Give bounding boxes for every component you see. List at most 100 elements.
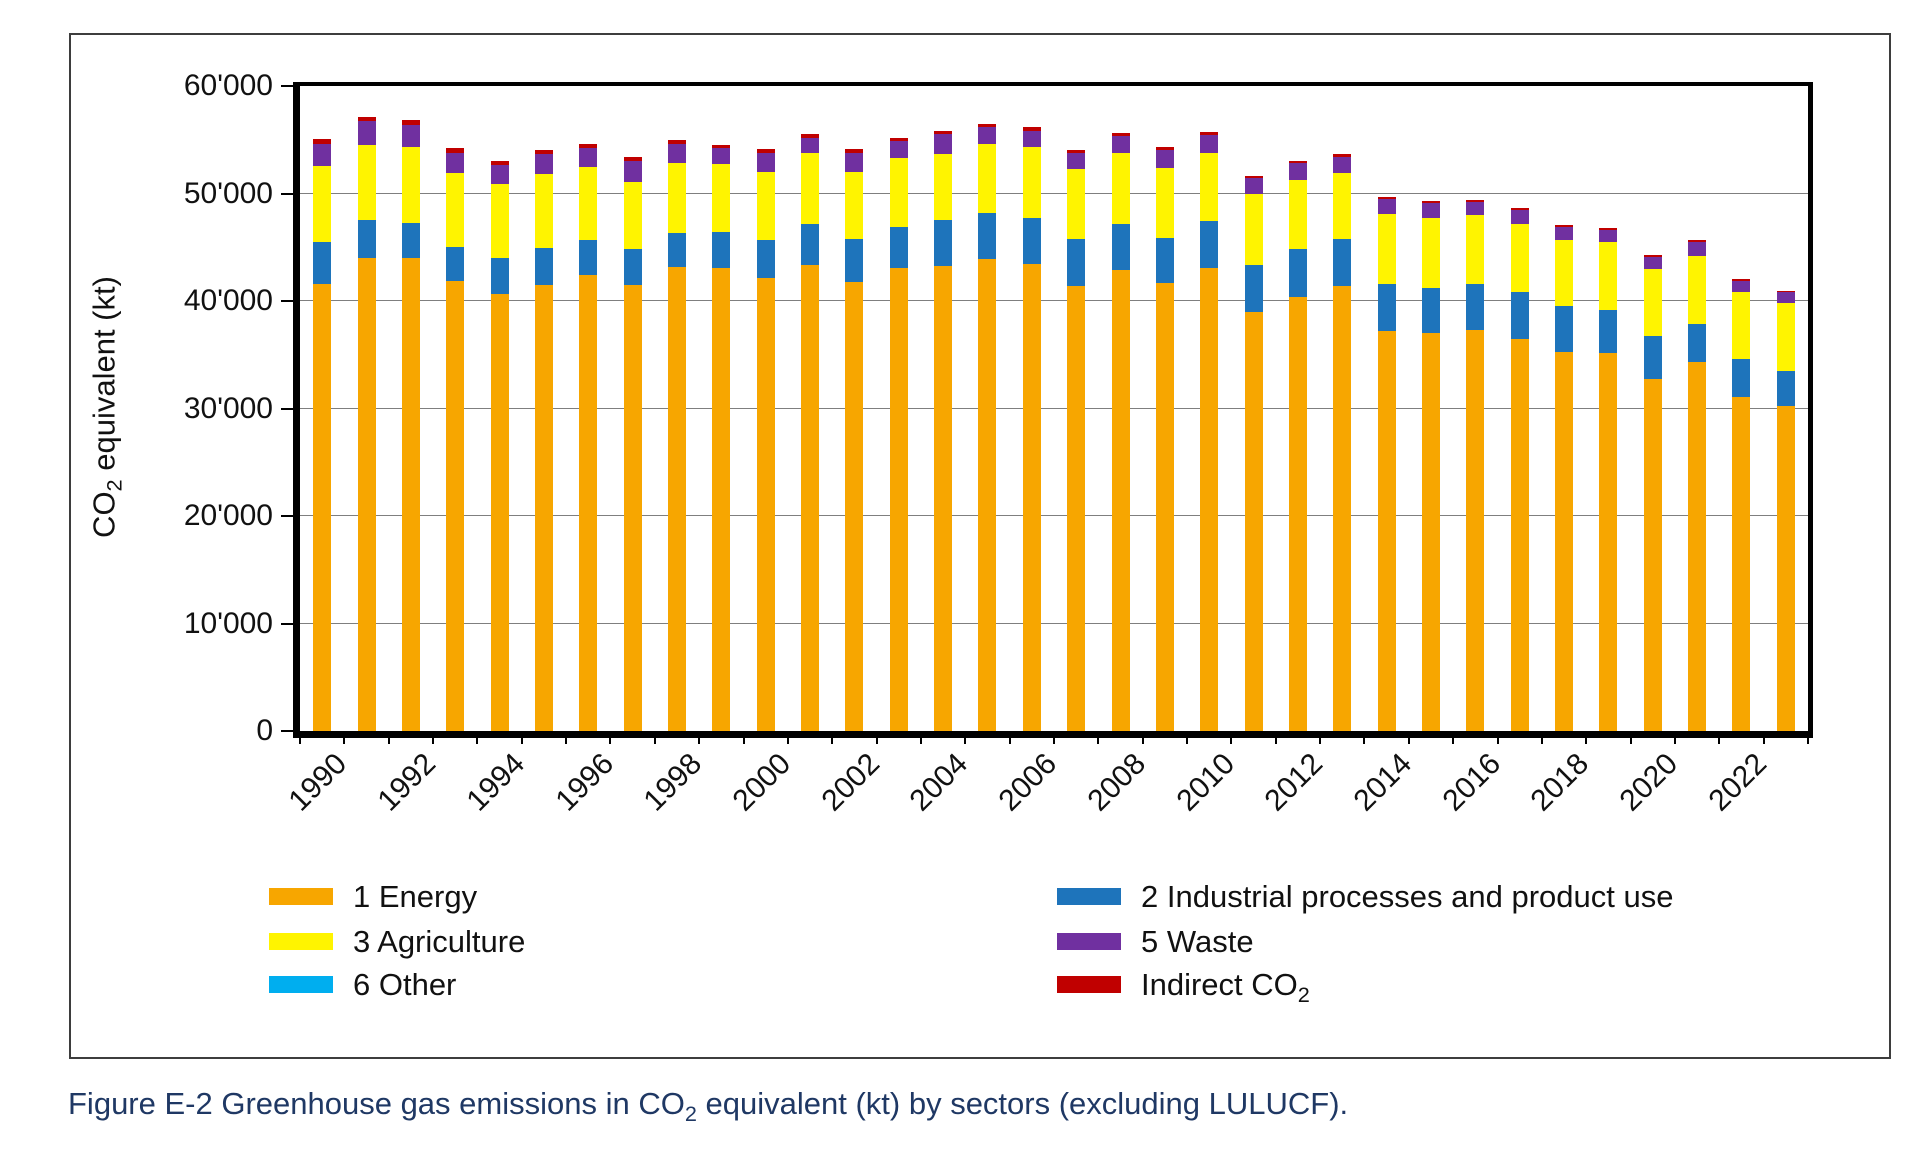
bar-segment-energy-2002 xyxy=(845,281,864,731)
bar-segment-energy-2008 xyxy=(1111,270,1130,731)
x-axis-label-1998: 1998 xyxy=(637,747,709,818)
bar-segment-industrial-processes-2019 xyxy=(1599,309,1618,353)
bar-1997 xyxy=(623,156,642,731)
bar-segment-agriculture-2017 xyxy=(1510,223,1529,293)
bar-segment-energy-2014 xyxy=(1377,331,1396,731)
x-axis-tick-11 xyxy=(786,734,789,744)
bar-segment-waste-2006 xyxy=(1022,130,1041,148)
bar-segment-waste-2019 xyxy=(1599,230,1618,242)
bar-segment-energy-1998 xyxy=(668,266,686,731)
legend-label-5-waste: 5 Waste xyxy=(1141,924,1254,959)
bar-segment-indirect-co2-2000 xyxy=(756,149,775,154)
bar-segment-agriculture-2023 xyxy=(1776,303,1795,371)
bar-segment-indirect-co2-2018 xyxy=(1555,224,1574,227)
bar-segment-agriculture-2013 xyxy=(1333,173,1352,240)
bar-segment-indirect-co2-2023 xyxy=(1776,290,1795,293)
bar-segment-waste-2023 xyxy=(1776,292,1795,304)
bar-segment-waste-2020 xyxy=(1643,256,1662,269)
y-axis-tick-label-20000: 20'000 xyxy=(183,499,273,532)
bar-segment-waste-2021 xyxy=(1688,241,1707,256)
bar-2022 xyxy=(1732,278,1751,731)
x-axis-tick-26 xyxy=(1452,734,1455,744)
legend-swatch-6-other xyxy=(269,976,333,993)
x-axis-label-1990: 1990 xyxy=(282,747,354,818)
bar-segment-indirect-co2-2015 xyxy=(1422,201,1440,204)
y-axis-tick-label-60000: 60'000 xyxy=(183,69,273,102)
bar-segment-industrial-processes-2006 xyxy=(1022,218,1041,264)
x-axis-label-2006: 2006 xyxy=(992,747,1064,818)
bar-segment-waste-2007 xyxy=(1067,153,1086,169)
bar-segment-waste-2015 xyxy=(1422,203,1440,218)
bar-2007 xyxy=(1067,149,1086,731)
legend-label-3-agriculture: 3 Agriculture xyxy=(353,924,526,959)
bar-segment-energy-2013 xyxy=(1333,285,1352,731)
x-axis-label-2002: 2002 xyxy=(815,747,886,818)
bar-segment-energy-1997 xyxy=(623,284,642,731)
bar-segment-waste-2003 xyxy=(889,141,908,158)
bar-segment-indirect-co2-2002 xyxy=(845,149,864,154)
bar-segment-waste-2001 xyxy=(801,137,820,153)
bar-segment-energy-2009 xyxy=(1155,283,1174,731)
bar-segment-agriculture-1995 xyxy=(534,174,553,249)
x-axis-tick-21 xyxy=(1230,734,1233,744)
bar-2018 xyxy=(1555,224,1574,731)
x-axis-tick-9 xyxy=(698,734,701,744)
bar-segment-energy-2011 xyxy=(1244,311,1263,731)
bar-segment-energy-2012 xyxy=(1288,296,1307,731)
bar-2016 xyxy=(1466,199,1485,731)
x-axis-tick-6 xyxy=(565,734,568,744)
chart-figure-box: CO2 equivalent (kt) 60'000 50'000 40'000 30… xyxy=(69,33,1891,1059)
x-axis-tick-32 xyxy=(1718,734,1721,744)
x-axis-tick-12 xyxy=(831,734,834,744)
legend-label-6-other: 6 Other xyxy=(353,967,457,1002)
bar-2015 xyxy=(1422,201,1440,731)
bar-segment-energy-2001 xyxy=(801,265,820,731)
y-axis-tick-20000 xyxy=(281,515,293,517)
y-axis-tick-40000 xyxy=(281,300,293,302)
bar-2020 xyxy=(1643,255,1662,731)
bar-segment-indirect-co2-2005 xyxy=(978,124,997,128)
gridline-50000 xyxy=(300,192,1808,194)
x-axis-tick-34 xyxy=(1807,734,1809,744)
x-axis-tick-23 xyxy=(1319,734,1322,744)
x-axis-tick-17 xyxy=(1053,734,1055,744)
bar-segment-industrial-processes-1995 xyxy=(534,248,553,285)
bar-segment-industrial-processes-1996 xyxy=(579,239,598,276)
x-axis-label-2022: 2022 xyxy=(1702,747,1773,818)
bar-segment-agriculture-1997 xyxy=(623,181,642,250)
bar-segment-energy-1992 xyxy=(401,258,420,731)
bar-segment-industrial-processes-2014 xyxy=(1377,283,1396,332)
bar-2005 xyxy=(978,124,997,731)
bar-segment-industrial-processes-2023 xyxy=(1776,370,1795,407)
bar-segment-energy-2017 xyxy=(1510,338,1529,731)
bar-segment-agriculture-2006 xyxy=(1022,147,1041,219)
x-axis-label-2012: 2012 xyxy=(1258,747,1330,818)
bar-segment-industrial-processes-2004 xyxy=(934,219,953,266)
bar-segment-waste-1994 xyxy=(490,165,509,185)
bar-segment-waste-2018 xyxy=(1555,226,1574,240)
bar-segment-indirect-co2-1997 xyxy=(623,156,642,161)
bar-segment-waste-2012 xyxy=(1288,163,1307,180)
bar-segment-energy-2021 xyxy=(1688,362,1707,731)
bar-1992 xyxy=(401,120,420,731)
y-axis-tick-30000 xyxy=(281,407,293,410)
bar-segment-industrial-processes-2022 xyxy=(1732,359,1751,397)
bar-2008 xyxy=(1111,133,1130,731)
bar-segment-energy-1999 xyxy=(712,268,731,731)
bar-segment-energy-2020 xyxy=(1643,379,1662,731)
x-axis-label-2010: 2010 xyxy=(1170,747,1241,818)
bar-segment-indirect-co2-1999 xyxy=(712,144,731,149)
legend-swatch-5-waste xyxy=(1057,933,1121,950)
bar-1991 xyxy=(357,116,376,731)
x-axis-tick-2 xyxy=(387,734,390,744)
bar-segment-indirect-co2-1994 xyxy=(490,160,509,166)
x-axis-label-1996: 1996 xyxy=(549,747,620,818)
bar-segment-agriculture-2004 xyxy=(934,154,953,220)
bar-segment-waste-1999 xyxy=(712,148,731,164)
bar-segment-indirect-co2-1995 xyxy=(534,149,553,154)
bar-segment-waste-1997 xyxy=(623,160,642,182)
bar-segment-industrial-processes-1994 xyxy=(490,258,509,295)
x-axis-tick-31 xyxy=(1673,734,1676,744)
y-axis-tick-label-0: 0 xyxy=(256,714,273,747)
y-axis-tick-label-50000: 50'000 xyxy=(183,176,273,210)
